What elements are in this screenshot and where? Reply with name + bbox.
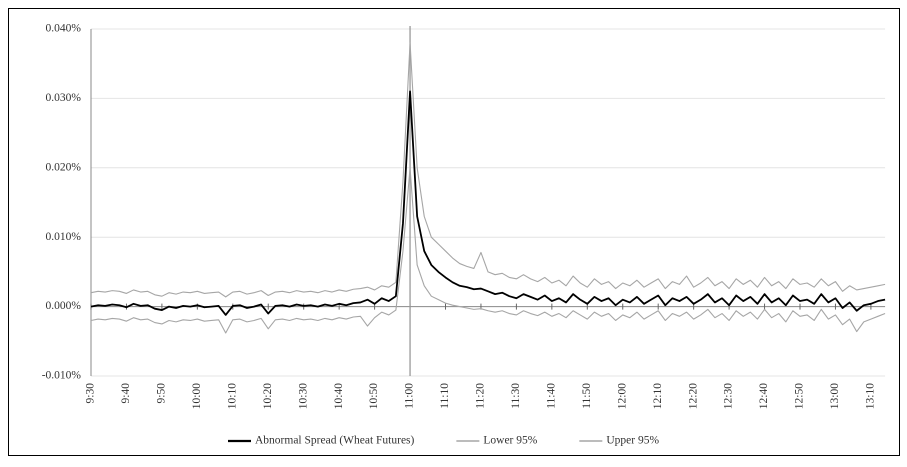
x-tick-label: 11:20 [475, 383, 487, 409]
x-tick-label: 13:00 [829, 383, 841, 409]
x-tick-label: 10:50 [368, 383, 380, 409]
y-tick-label: 0.030% [46, 92, 82, 104]
x-tick-label: 13:10 [865, 383, 877, 409]
x-tick-label: 11:10 [439, 383, 451, 409]
x-tick-label: 12:20 [687, 383, 699, 409]
x-tick-label: 11:40 [545, 383, 557, 409]
x-tick-label: 12:10 [652, 383, 664, 409]
x-tick-label: 12:40 [758, 383, 770, 409]
x-tick-label: 11:30 [510, 383, 522, 409]
x-tick-label: 9:50 [156, 383, 168, 404]
y-tick-label: 0.010% [46, 231, 82, 243]
x-tick-label: 10:10 [226, 383, 238, 409]
x-tick-label: 10:40 [333, 383, 345, 409]
x-tick-label: 12:30 [723, 383, 735, 409]
x-tick-label: 9:30 [85, 383, 97, 404]
x-tick-label: 10:30 [297, 383, 309, 409]
chart-border [8, 8, 900, 456]
x-tick-label: 10:20 [262, 383, 274, 409]
legend-label: Abnormal Spread (Wheat Futures) [255, 435, 415, 447]
y-tick-label: 0.020% [46, 161, 82, 173]
series-line [90, 42, 886, 298]
y-tick-label: 0.000% [46, 300, 82, 312]
x-tick-label: 11:50 [581, 383, 593, 409]
series-line [90, 167, 886, 334]
x-tick-label: 11:00 [404, 383, 416, 409]
legend-label: Lower 95% [483, 435, 537, 447]
x-tick-label: 12:00 [616, 383, 628, 409]
x-tick-label: 9:40 [120, 383, 132, 404]
legend-label: Upper 95% [606, 435, 659, 447]
y-tick-label: 0.040% [46, 23, 82, 35]
series-line [90, 90, 886, 316]
x-tick-label: 10:00 [191, 383, 203, 409]
y-tick-label: -0.010% [42, 370, 82, 382]
x-tick-label: 12:50 [794, 383, 806, 409]
